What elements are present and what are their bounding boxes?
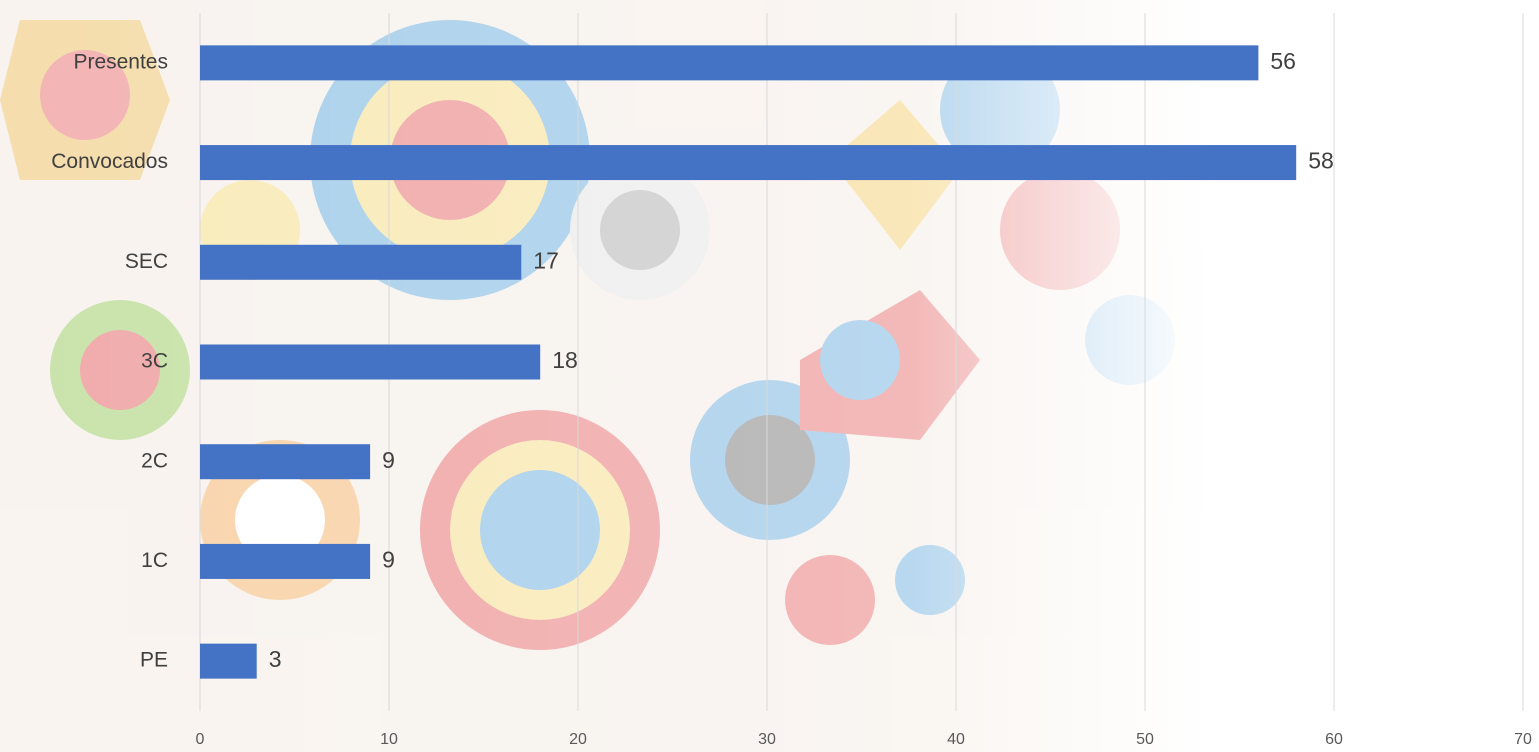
x-tick-label: 10 (380, 731, 398, 748)
bar (200, 643, 257, 679)
y-tick-label: Convocados (51, 150, 168, 173)
x-tick-label: 20 (569, 731, 587, 748)
bar (200, 344, 541, 380)
x-tick-label: 30 (758, 731, 776, 748)
bar (200, 444, 371, 480)
data-label: 9 (382, 447, 395, 473)
data-label: 18 (552, 347, 578, 373)
x-tick-label: 60 (1325, 731, 1343, 748)
bar (200, 543, 371, 579)
background-fade (0, 0, 1215, 752)
bar (200, 244, 522, 280)
data-label: 56 (1270, 48, 1296, 74)
y-tick-label: 3C (141, 350, 168, 373)
x-tick-label: 70 (1514, 731, 1532, 748)
y-tick-label: Presentes (73, 50, 168, 73)
data-label: 58 (1308, 148, 1334, 174)
x-tick-label: 50 (1136, 731, 1154, 748)
data-label: 17 (533, 247, 559, 273)
data-label: 3 (269, 646, 282, 672)
x-tick-label: 0 (196, 731, 205, 748)
y-tick-label: PE (140, 649, 168, 672)
bar (200, 45, 1259, 81)
y-tick-label: 2C (141, 449, 168, 472)
data-label: 9 (382, 547, 395, 573)
bar (200, 145, 1297, 181)
x-tick-label: 40 (947, 731, 965, 748)
y-tick-label: SEC (125, 250, 168, 273)
y-tick-label: 1C (141, 549, 168, 572)
